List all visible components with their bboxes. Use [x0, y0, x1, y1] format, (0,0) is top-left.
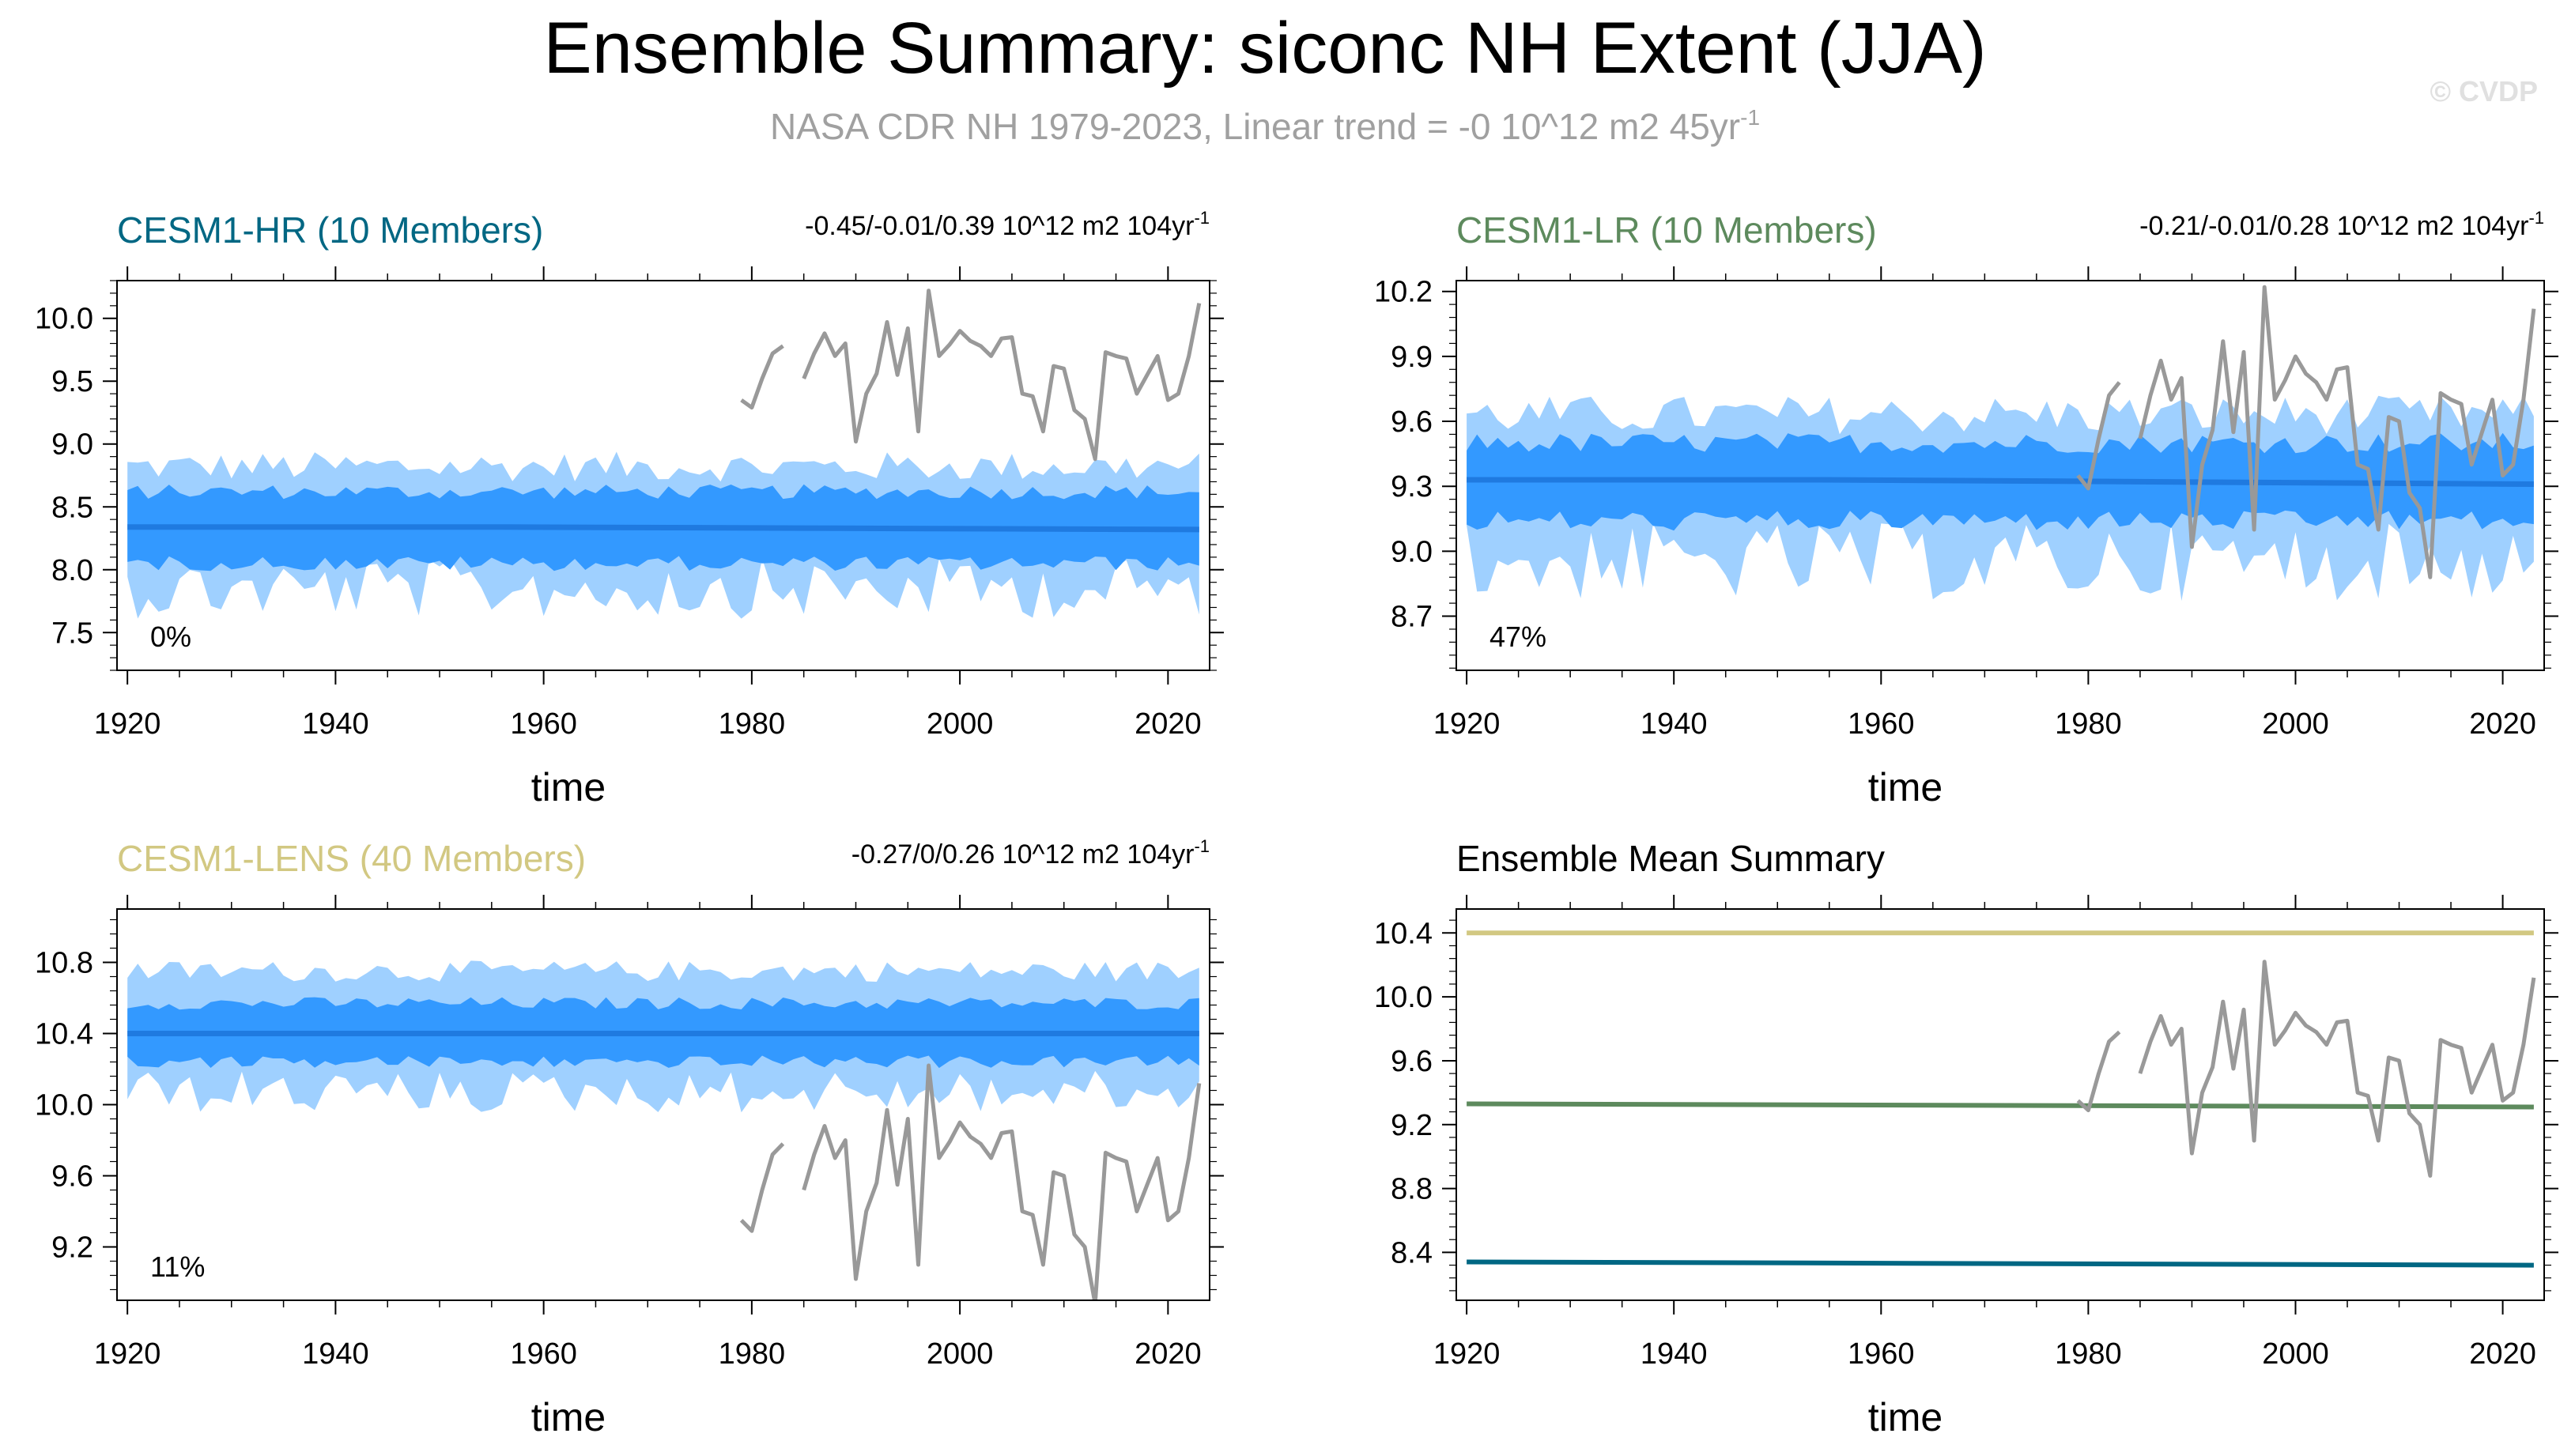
figure-subtitle: NASA CDR NH 1979-2023, Linear trend = -0… [770, 105, 1760, 147]
plot-area [1467, 930, 2536, 1268]
y-tick-label: 10.0 [1374, 981, 1433, 1014]
trend-text-main: -0.27/0/0.26 10^12 m2 104yr [851, 839, 1195, 869]
subtitle-main: NASA CDR NH 1979-2023, Linear trend = -0… [770, 106, 1740, 147]
y-tick-label: 10.8 [35, 947, 93, 980]
y-tick-label: 8.5 [51, 491, 93, 524]
panel-title: CESM1-HR (10 Members) [117, 209, 543, 251]
trend-text-main: -0.21/-0.01/0.28 10^12 m2 104yr [2139, 211, 2528, 241]
observations-line [2138, 285, 2536, 579]
trend-text-superscript: -1 [1194, 836, 1210, 856]
x-tick-label: 1980 [2055, 707, 2122, 741]
y-tick-label: 10.4 [35, 1018, 93, 1051]
x-tick-label: 2020 [2469, 1337, 2536, 1371]
y-tick-label: 7.5 [51, 617, 93, 650]
plot-frame [116, 280, 1210, 671]
panel-ensemble-mean-summary: 1920 1940 1960 1980 2000 2020 8.4 8.8 9.2 9.6 10.0… [1374, 838, 2558, 1439]
x-axis-label: time [531, 1395, 606, 1439]
panel-cesm1-lens: 1920 1940 1960 1980 2000 2020 9.2 9.6 10.0 10.4 10… [35, 836, 1224, 1439]
x-tick-label: 1980 [719, 1337, 786, 1371]
trend-text-superscript: -1 [1194, 208, 1210, 228]
observations-line [740, 344, 784, 410]
y-tick-label: 9.6 [1391, 1045, 1433, 1078]
x-axis-label: time [1868, 1395, 1943, 1439]
x-tick-label: 2000 [2262, 707, 2329, 741]
trend-text-main: -0.45/-0.01/0.39 10^12 m2 104yr [805, 211, 1194, 241]
subtitle-superscript: -1 [1740, 105, 1760, 130]
y-tick-label: 9.5 [51, 365, 93, 398]
x-tick-label: 1940 [302, 1337, 369, 1371]
x-tick-label: 1920 [94, 707, 161, 741]
y-tick-label: 8.7 [1391, 601, 1433, 634]
y-tick-label: 8.0 [51, 554, 93, 587]
y-tick-label: 10.0 [35, 1089, 93, 1122]
panel-trend-text: -0.27/0/0.26 10^12 m2 104yr-1 [851, 836, 1210, 869]
y-tick-label: 9.0 [51, 428, 93, 462]
observations-line [802, 289, 1202, 462]
y-tick-label: 8.8 [1391, 1173, 1433, 1206]
ensemble-mean-line [1467, 477, 2534, 487]
y-tick-label: 10.4 [1374, 917, 1433, 950]
observations-line [2138, 960, 2536, 1178]
figure-title: Ensemble Summary: siconc NH Extent (JJA) [543, 8, 1986, 89]
panel-title: CESM1-LR (10 Members) [1456, 209, 1877, 251]
x-tick-label: 1920 [1433, 1337, 1501, 1371]
observations-line [802, 1063, 1202, 1300]
percent-label: 11% [150, 1250, 205, 1283]
observations-line [2076, 381, 2121, 491]
observations-line [2076, 1030, 2121, 1113]
x-tick-label: 2000 [2262, 1337, 2329, 1371]
percent-label: 47% [1489, 620, 1546, 653]
x-tick-label: 1980 [2055, 1337, 2122, 1371]
x-tick-label: 1940 [302, 707, 369, 741]
panel-cesm1-hr: 1920 1940 1960 1980 2000 2020 7.5 8.0 8.5 9.0 9.5 1… [35, 208, 1224, 809]
y-tick-label: 9.3 [1391, 470, 1433, 504]
x-tick-label: 1940 [1641, 707, 1708, 741]
ensemble-mean-line [127, 524, 1199, 533]
cesm1-hr-mean-line [1467, 1259, 2534, 1268]
x-tick-label: 2000 [927, 707, 994, 741]
trend-text-superscript: -1 [2528, 208, 2544, 228]
x-tick-label: 1920 [1433, 707, 1501, 741]
x-tick-label: 1940 [1641, 1337, 1708, 1371]
y-tick-label: 9.0 [1391, 535, 1433, 568]
x-tick-label: 2020 [1135, 1337, 1202, 1371]
y-tick-label: 10.2 [1374, 276, 1433, 309]
watermark: © CVDP [2430, 75, 2538, 108]
panel-trend-text: -0.21/-0.01/0.28 10^12 m2 104yr-1 [2139, 208, 2544, 241]
panel-trend-text: -0.45/-0.01/0.39 10^12 m2 104yr-1 [805, 208, 1210, 241]
y-tick-label: 9.6 [1391, 405, 1433, 439]
panel-title: CESM1-LENS (40 Members) [117, 838, 586, 879]
x-tick-label: 1960 [510, 707, 577, 741]
cesm1-lr-mean-line [1467, 1101, 2534, 1110]
x-axis-label: time [531, 765, 606, 809]
panel-cesm1-lr: 1920 1940 1960 1980 2000 2020 8.7 9.0 9.3 9.6 9.9 1… [1374, 208, 2558, 809]
y-tick-label: 9.2 [1391, 1109, 1433, 1142]
panel-title: Ensemble Mean Summary [1456, 838, 1885, 879]
plot-area [1467, 285, 2536, 602]
x-tick-label: 2020 [2469, 707, 2536, 741]
percent-label: 0% [150, 620, 191, 653]
plot-frame [1456, 908, 2545, 1301]
y-tick-label: 9.2 [51, 1232, 93, 1265]
x-tick-label: 2000 [927, 1337, 994, 1371]
x-axis-label: time [1868, 765, 1943, 809]
x-tick-label: 1960 [510, 1337, 577, 1371]
y-tick-label: 10.0 [35, 303, 93, 336]
plot-frame [1456, 280, 2545, 671]
plot-area [127, 289, 1202, 619]
observations-line [739, 1142, 785, 1233]
plot-area [127, 960, 1202, 1300]
x-tick-label: 1980 [719, 707, 786, 741]
y-tick-label: 8.4 [1391, 1236, 1433, 1269]
x-tick-label: 2020 [1135, 707, 1202, 741]
x-tick-label: 1960 [1848, 707, 1915, 741]
x-tick-label: 1920 [94, 1337, 161, 1371]
y-tick-label: 9.9 [1391, 341, 1433, 374]
x-tick-label: 1960 [1848, 1337, 1915, 1371]
y-tick-label: 9.6 [51, 1160, 93, 1194]
